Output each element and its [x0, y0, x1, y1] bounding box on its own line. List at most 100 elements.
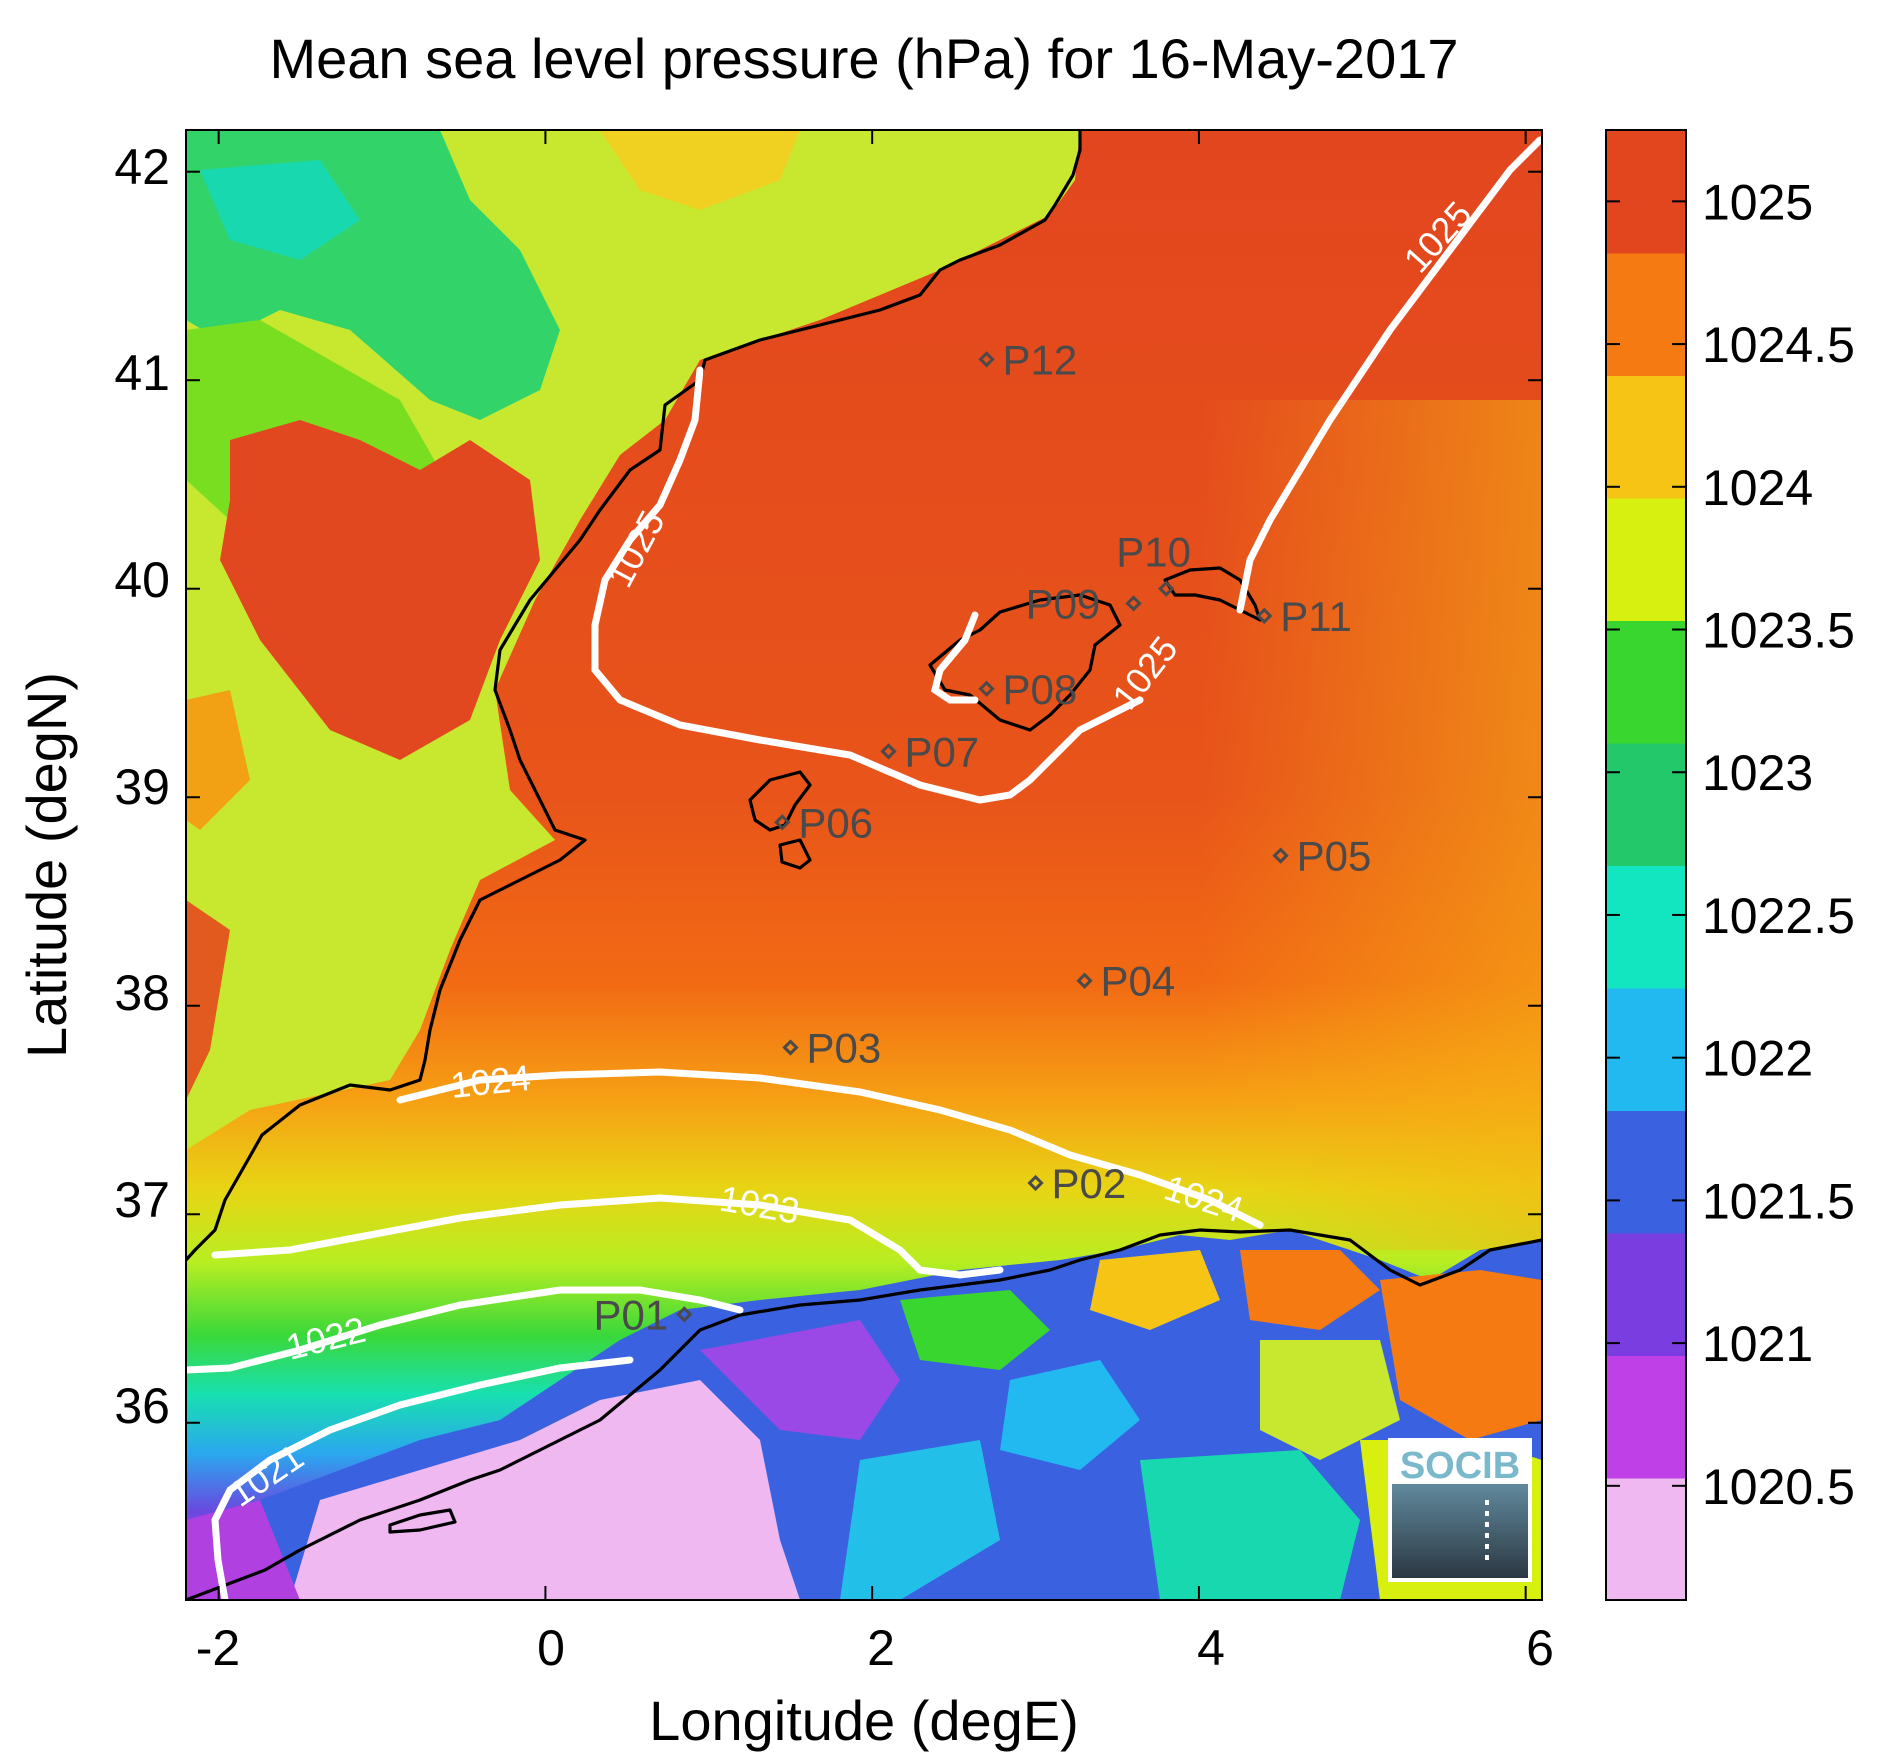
station-p11: P11	[1256, 593, 1352, 640]
x-tick-labels: -2 0 2 4 6	[196, 1620, 1554, 1676]
station-marker	[1027, 1174, 1044, 1192]
formentera-coastline	[778, 838, 812, 870]
contour-1022	[186, 1286, 744, 1374]
colorbar-band	[1606, 1232, 1686, 1356]
x-axis-label: Longitude (degE)	[649, 1689, 1079, 1752]
contour-1025-east	[1236, 136, 1542, 614]
colorbar-band	[1606, 865, 1686, 989]
station-marker	[1272, 847, 1289, 864]
colorbar-tick-label: 1024	[1702, 460, 1813, 516]
colorbar-band	[1606, 497, 1686, 621]
station-marker	[1076, 972, 1093, 989]
colorbar-bands	[1606, 130, 1686, 1601]
colorbar-tick-label: 1021	[1702, 1316, 1813, 1372]
y-tick-label: 37	[114, 1172, 170, 1228]
x-tick-label: 2	[867, 1620, 895, 1676]
x-tick-label: -2	[196, 1620, 240, 1676]
y-tick-label: 39	[114, 759, 170, 815]
africa-coastline	[186, 1228, 1542, 1600]
station-label: P06	[798, 799, 873, 846]
station-label: P08	[1003, 666, 1078, 713]
menorca-coastline	[1163, 566, 1262, 622]
y-tick-label: 42	[114, 139, 170, 195]
plot-frame	[185, 129, 1543, 1601]
station-label: P11	[1280, 593, 1352, 640]
pressure-field	[186, 130, 1542, 1600]
station-p12: P12	[978, 336, 1078, 383]
station-label: P07	[905, 728, 980, 775]
colorbar-band	[1606, 1355, 1686, 1479]
colorbar-band	[1606, 742, 1686, 866]
colorbar-band	[1606, 252, 1686, 376]
station-p05: P05	[1272, 833, 1372, 880]
x-tick-label: 4	[1197, 1620, 1225, 1676]
socib-logo-text: SOCIB	[1400, 1445, 1520, 1487]
chart-title: Mean sea level pressure (hPa) for 16-May…	[269, 27, 1458, 90]
colorbar-band	[1606, 620, 1686, 744]
station-label: P02	[1052, 1160, 1127, 1207]
station-label: P05	[1297, 833, 1372, 880]
contour-label-1024-a: 1024	[449, 1057, 533, 1106]
contour-1025-mallorca	[931, 611, 979, 704]
colorbar-tick-label: 1025	[1702, 174, 1813, 230]
colorbar-band	[1606, 130, 1686, 254]
colorbar-tick-label: 1022.5	[1702, 888, 1855, 944]
station-marker	[676, 1306, 693, 1323]
station-label: P12	[1003, 336, 1078, 383]
station-marker	[978, 680, 995, 697]
colorbar-band	[1606, 1110, 1686, 1234]
contour-1025-west	[591, 366, 1144, 804]
station-marker	[1125, 595, 1142, 612]
colorbar-band	[1606, 1477, 1686, 1601]
station-p08: P08	[978, 666, 1078, 713]
station-marker	[1256, 607, 1273, 624]
colorbar-tick-label: 1021.5	[1702, 1173, 1855, 1229]
station-label: P09	[1026, 580, 1101, 627]
station-markers: P01 P02 P03 P04 P05 P06 P07 P08 P09 P10 P11 P12	[594, 336, 1372, 1338]
station-p04: P04	[1076, 958, 1176, 1005]
contour-1024	[396, 1068, 1264, 1229]
coastlines	[186, 130, 1542, 1600]
axis-ticks	[186, 130, 1542, 1600]
colorbar-ticks: 1025 1024.5 1024 1023.5 1023 1022.5 1022 1021.5…	[1606, 174, 1855, 1515]
colorbar-tick-label: 1024.5	[1702, 317, 1855, 373]
station-label: P03	[806, 1024, 881, 1071]
station-p09: P09	[1026, 580, 1142, 627]
station-p02: P02	[1027, 1160, 1127, 1207]
contour-lines	[186, 136, 1542, 1600]
iberia-land	[186, 130, 1080, 1150]
station-marker	[774, 814, 791, 831]
mallorca-coastline	[928, 593, 1122, 732]
y-tick-label: 36	[114, 1378, 170, 1434]
x-tick-label: 6	[1526, 1620, 1554, 1676]
station-label: P04	[1101, 958, 1176, 1005]
alboran-island	[388, 1508, 457, 1534]
x-tick-label: 0	[537, 1620, 565, 1676]
station-marker	[978, 351, 995, 368]
station-p07: P07	[880, 728, 980, 775]
colorbar-tick-label: 1022	[1702, 1031, 1813, 1087]
iberia-coastline	[186, 130, 1082, 1262]
colorbar-band	[1606, 375, 1686, 499]
colorbar-tick-label: 1023.5	[1702, 603, 1855, 659]
colorbar: 1025 1024.5 1024 1023.5 1023 1022.5 1022 1021.5…	[1605, 129, 1855, 1601]
contour-1021	[211, 1356, 634, 1600]
y-tick-label: 38	[114, 965, 170, 1021]
station-p01: P01	[594, 1291, 693, 1338]
contour-1023	[211, 1194, 1004, 1279]
y-tick-label: 40	[114, 552, 170, 608]
ibiza-coastline	[748, 770, 812, 832]
station-marker	[880, 743, 897, 760]
colorbar-tick-label: 1023	[1702, 745, 1813, 801]
socib-logo: SOCIB	[1388, 1438, 1532, 1582]
y-axis-label: Latitude (degN)	[15, 672, 78, 1058]
station-marker	[1158, 580, 1175, 597]
colorbar-band	[1606, 987, 1686, 1111]
y-tick-label: 41	[114, 345, 170, 401]
y-tick-labels: 42 41 40 39 38 37 36	[114, 139, 170, 1434]
station-marker	[782, 1039, 799, 1056]
station-p03: P03	[782, 1024, 881, 1071]
station-label: P10	[1116, 529, 1191, 576]
station-label: P01	[594, 1291, 669, 1338]
